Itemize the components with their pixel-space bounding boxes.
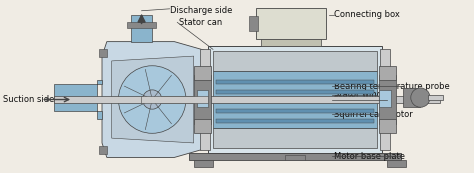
Bar: [141, 96, 208, 103]
Bar: [194, 119, 211, 133]
Text: Bearing temperature probe: Bearing temperature probe: [334, 81, 449, 90]
Bar: [213, 71, 377, 129]
Circle shape: [143, 90, 162, 109]
Circle shape: [118, 66, 186, 133]
Bar: [249, 16, 258, 31]
Bar: [216, 99, 374, 103]
Bar: [189, 153, 401, 160]
Bar: [197, 90, 208, 107]
Bar: [194, 75, 211, 124]
Polygon shape: [112, 56, 194, 143]
Bar: [54, 96, 440, 103]
Text: Squirrel cage rotor: Squirrel cage rotor: [334, 110, 412, 119]
Bar: [379, 119, 396, 133]
Text: Discharge side: Discharge side: [170, 6, 232, 15]
Bar: [428, 95, 443, 101]
Bar: [201, 49, 210, 150]
Bar: [261, 39, 321, 47]
Text: Stator can: Stator can: [179, 18, 222, 27]
Bar: [379, 66, 396, 80]
Bar: [131, 15, 152, 42]
Bar: [127, 22, 156, 28]
Bar: [213, 129, 377, 148]
Bar: [213, 51, 377, 71]
Bar: [379, 90, 391, 107]
Bar: [285, 154, 305, 160]
Bar: [379, 75, 396, 124]
Bar: [194, 66, 211, 80]
Bar: [99, 146, 107, 154]
Bar: [216, 90, 374, 94]
Text: Suction side: Suction side: [3, 95, 54, 104]
Text: Stator winding: Stator winding: [334, 90, 395, 99]
Polygon shape: [102, 42, 208, 157]
Bar: [216, 119, 374, 123]
Bar: [380, 49, 390, 150]
Bar: [194, 160, 213, 167]
Text: Shaft: Shaft: [334, 95, 356, 104]
Bar: [387, 160, 406, 167]
Bar: [216, 109, 374, 113]
Bar: [256, 8, 326, 39]
Polygon shape: [54, 80, 102, 119]
Text: Motor base plate: Motor base plate: [334, 152, 405, 161]
Bar: [403, 88, 420, 107]
Text: Connecting box: Connecting box: [334, 10, 400, 19]
Bar: [216, 80, 374, 84]
Circle shape: [411, 88, 430, 107]
Bar: [99, 49, 107, 57]
Bar: [208, 47, 382, 153]
